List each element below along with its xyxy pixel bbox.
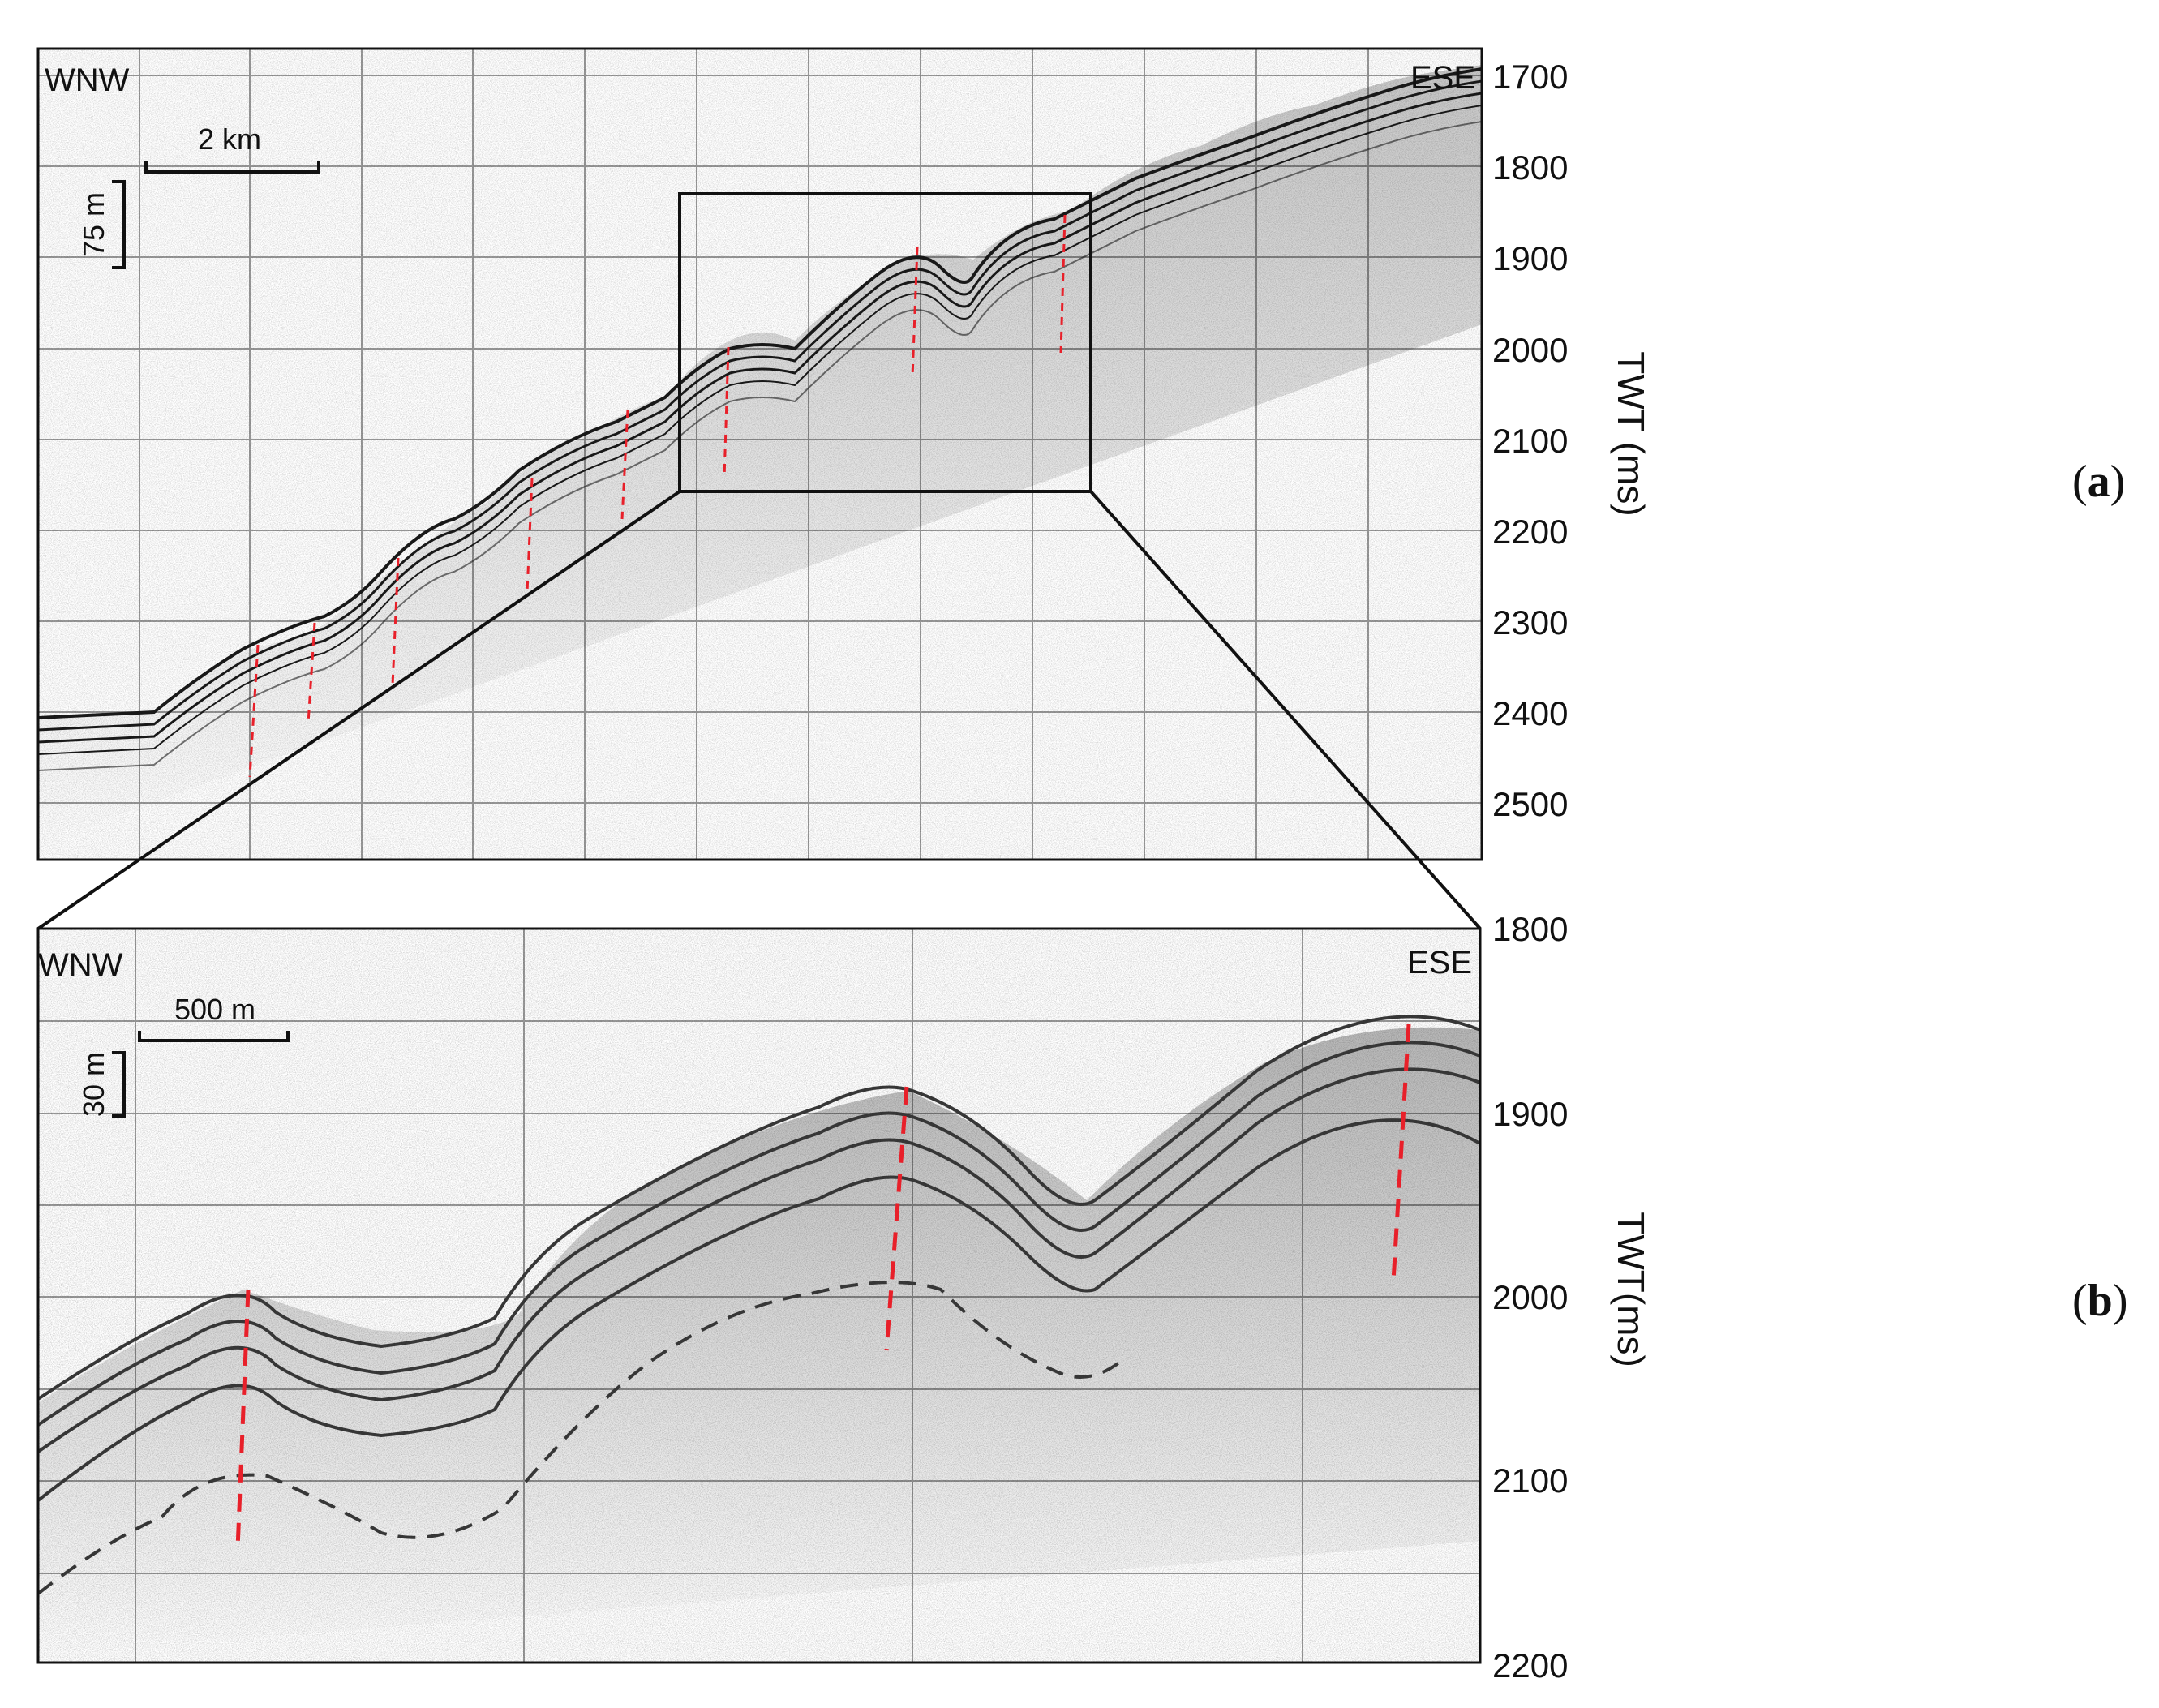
panel-a: WNW ESE 2 km 75 m 1700 1800 1900 2000 21… [36, 47, 2125, 861]
panel-b-dir-right: ESE [1407, 945, 1472, 981]
tick-label: 2200 [1492, 1646, 1568, 1684]
panel-b-horizontal-scale-bar [138, 1031, 290, 1042]
panel-b-horizontal-scale-label: 500 m [174, 993, 255, 1026]
tick-label: 2000 [1492, 1278, 1568, 1316]
tick-label: 1800 [1492, 148, 1568, 187]
fault-lines-b [235, 1024, 1411, 1550]
panel-b-vertical-scale-bar [112, 1051, 126, 1118]
panel-b-frame [36, 927, 1482, 1664]
tick-label: 2300 [1492, 603, 1568, 642]
panel-a-vertical-scale-bar [112, 180, 126, 269]
tick-label: 2100 [1492, 1461, 1568, 1500]
panel-b-axis-title: TWT(ms) [1610, 1212, 1652, 1367]
zoom-box [678, 192, 1092, 493]
panel-b: WNW ESE 500 m 30 m 1800 1900 2000 2100 2… [36, 910, 2127, 1684]
tick-label: 2000 [1492, 331, 1568, 369]
panel-b-dir-left: WNW [38, 947, 123, 983]
seismic-noise-b [38, 929, 1480, 1663]
panel-a-label: (a) [2072, 457, 2125, 507]
panel-a-horizontal-scale-bar [144, 161, 320, 174]
tick-label: 1900 [1492, 1095, 1568, 1133]
panel-a-vertical-scale-label: 75 m [77, 192, 110, 257]
panel-a-frame [36, 47, 1483, 861]
seismic-reflectors-a [38, 49, 1482, 860]
tick-label: 2200 [1492, 513, 1568, 551]
fault-lines-a [248, 214, 1067, 778]
tick-label: 2100 [1492, 422, 1568, 460]
panel-a-horizontal-scale-label: 2 km [198, 122, 261, 156]
zoom-connectors [36, 490, 1482, 930]
tick-label: 1800 [1492, 910, 1568, 948]
panel-b-y-ticks: 1800 1900 2000 2100 2200 [1492, 910, 1568, 1684]
panel-b-label: (b) [2072, 1276, 2127, 1326]
tick-label: 2500 [1492, 785, 1568, 823]
panel-b-vertical-scale-label: 30 m [77, 1052, 110, 1117]
panel-a-dir-right: ESE [1410, 60, 1475, 96]
tick-label: 2400 [1492, 694, 1568, 732]
tick-label: 1900 [1492, 239, 1568, 277]
tick-label: 1700 [1492, 58, 1568, 96]
panel-a-y-ticks: 1700 1800 1900 2000 2100 2200 2300 2400 … [1492, 58, 1568, 823]
panel-a-axis-title: TWT (ms) [1610, 351, 1652, 517]
seismic-reflectors-b [38, 929, 1480, 1663]
panel-a-dir-left: WNW [45, 62, 130, 98]
seismic-noise-a [38, 49, 1482, 860]
